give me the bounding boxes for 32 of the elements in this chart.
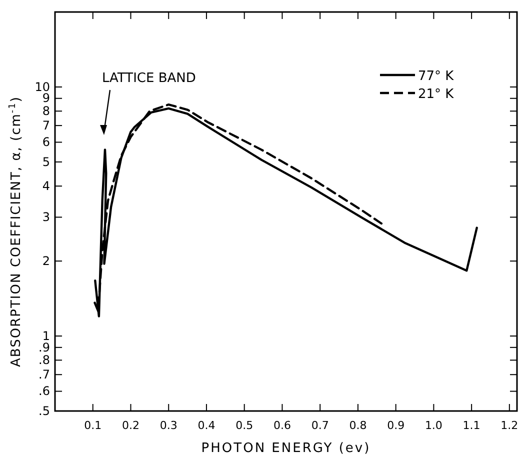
y-tick-label: .6 xyxy=(38,384,50,398)
x-tick-label: 0.8 xyxy=(349,418,367,432)
y-tick-label: 3 xyxy=(42,210,50,224)
y-tick-label: 2 xyxy=(42,254,50,268)
annotation: LATTICE BAND xyxy=(102,71,196,86)
y-tick-label: .7 xyxy=(38,367,50,382)
x-tick-label: 0.3 xyxy=(160,418,178,432)
x-tick-label: 0.9 xyxy=(387,418,405,432)
y-tick-label: 5 xyxy=(42,154,50,169)
y-tick-label: 6 xyxy=(42,135,50,150)
x-axis-title: PHOTON ENERGY (ev) xyxy=(201,441,371,456)
x-tick-label: 0.7 xyxy=(311,418,329,432)
x-tick-label: 0.6 xyxy=(273,418,291,432)
y-tick-label: 8 xyxy=(42,104,50,118)
x-tick-label: 0.2 xyxy=(122,418,140,432)
y-tick-label: 1 xyxy=(42,328,50,343)
x-tick-label: 1.0 xyxy=(424,418,442,432)
x-tick-label: 0.1 xyxy=(84,418,102,432)
legend-label: 77° K xyxy=(418,69,454,84)
y-tick-label: .9 xyxy=(38,340,50,354)
line-series xyxy=(94,107,478,318)
x-tick-label: 1.2 xyxy=(500,418,518,432)
y-tick-label: 10 xyxy=(34,80,50,94)
y-tick-label: 7 xyxy=(42,118,50,132)
x-tick-label: 0.4 xyxy=(198,418,216,432)
x-tick-label: 0.5 xyxy=(236,418,254,432)
legend-label: 21° K xyxy=(418,87,454,102)
y-tick-label: .8 xyxy=(38,353,50,368)
y-tick-label: 9 xyxy=(42,91,50,106)
y-tick-label: 4 xyxy=(42,178,50,193)
y-tick-label: .5 xyxy=(38,404,50,418)
x-tick-label: 1.1 xyxy=(462,418,480,432)
